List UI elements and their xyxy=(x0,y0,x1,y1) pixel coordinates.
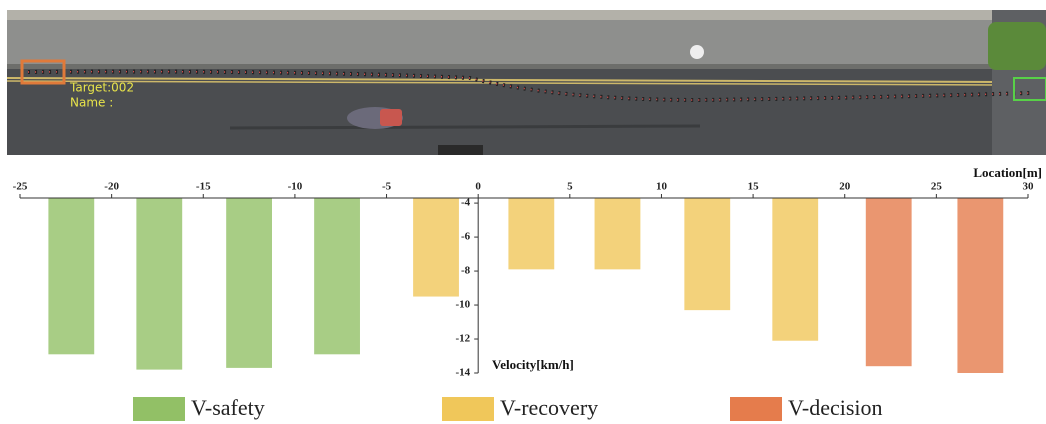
target-box xyxy=(20,59,66,85)
legend-swatch xyxy=(133,397,185,421)
legend-label: V-decision xyxy=(788,395,883,420)
bar xyxy=(136,198,183,370)
x-axis-title: Location[m] xyxy=(973,165,1042,180)
lane-line xyxy=(6,80,1001,86)
y-tick-label: -8 xyxy=(461,265,471,277)
x-tick-label: -10 xyxy=(288,181,303,193)
legend-swatch xyxy=(730,397,782,421)
curb xyxy=(7,10,1046,20)
bar xyxy=(413,198,459,297)
x-tick-label: -5 xyxy=(382,181,392,193)
y-tick-label: -10 xyxy=(456,299,471,311)
bar xyxy=(684,198,731,311)
bar xyxy=(314,198,360,355)
x-tick-label: 15 xyxy=(748,181,760,193)
x-tick-label: 25 xyxy=(931,181,943,193)
x-tick-label: -25 xyxy=(13,181,28,193)
name-label: Name : xyxy=(70,96,113,110)
y-axis-title: Velocity[km/h] xyxy=(492,357,574,372)
lamp xyxy=(690,45,704,59)
y-tick-label: -14 xyxy=(456,367,471,379)
lane-line xyxy=(6,77,1001,83)
legend-label: V-safety xyxy=(191,395,265,420)
road-mark xyxy=(229,124,701,130)
x-tick-label: 30 xyxy=(1023,181,1035,193)
legend-label: V-recovery xyxy=(500,395,598,420)
bar xyxy=(48,198,95,355)
vehicle xyxy=(380,109,402,126)
bar xyxy=(957,198,1004,373)
bar xyxy=(226,198,272,368)
vehicle xyxy=(438,145,483,155)
x-tick-label: 0 xyxy=(475,181,481,193)
kerb xyxy=(7,64,1046,69)
bar xyxy=(772,198,819,341)
target-label: Target:002 xyxy=(69,81,134,95)
aerial-scene: Target:002 Name : xyxy=(6,10,1046,155)
x-tick-label: -20 xyxy=(104,181,119,193)
bush xyxy=(988,22,1046,70)
x-tick-label: -15 xyxy=(196,181,211,193)
x-tick-label: 10 xyxy=(656,181,668,193)
y-tick-label: -4 xyxy=(461,197,471,209)
bar xyxy=(865,198,912,367)
bar xyxy=(594,198,641,270)
legend-swatch xyxy=(442,397,494,421)
y-tick-label: -6 xyxy=(461,231,471,243)
goal-box xyxy=(1013,77,1046,101)
bar xyxy=(508,198,555,270)
x-tick-label: 5 xyxy=(567,181,573,193)
x-tick-label: 20 xyxy=(839,181,851,193)
y-tick-label: -12 xyxy=(456,333,471,345)
